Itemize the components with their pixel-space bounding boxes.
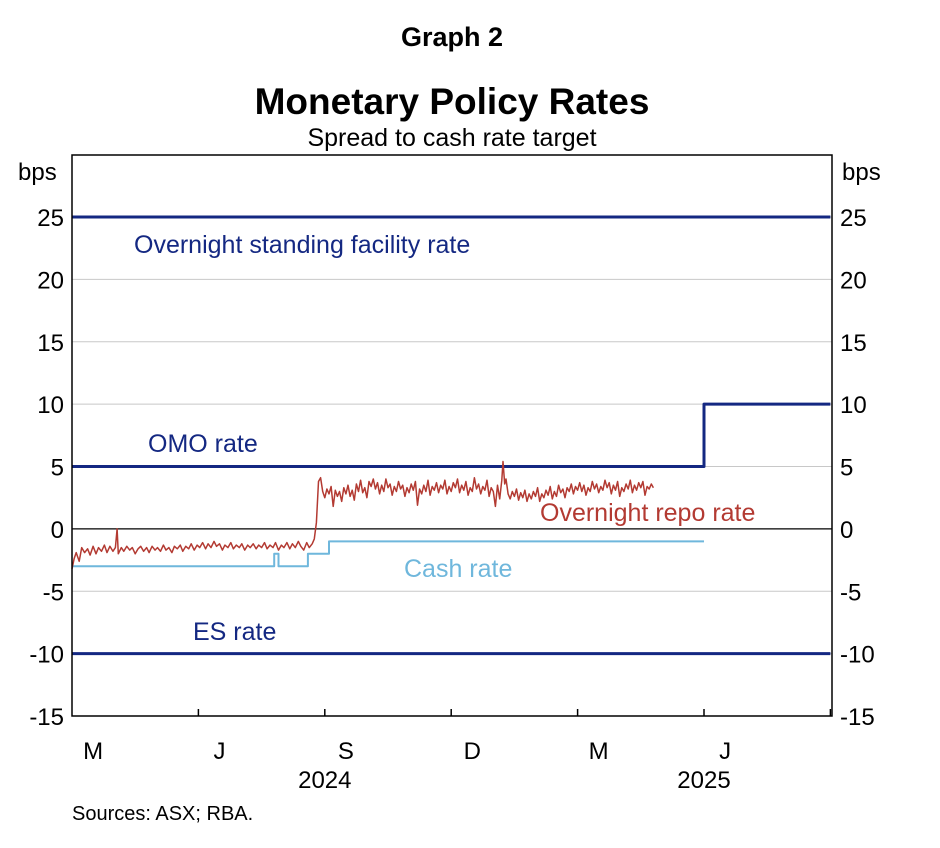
y-tick-label-right: -10 [840,642,875,669]
axis-ticks [197,709,832,716]
y-tick-label-right: 25 [840,205,867,232]
series-line-omo-rate [72,402,831,468]
x-month-label: S [338,738,354,765]
sources-note: Sources: ASX; RBA. [72,803,253,825]
label-overnight-standing-facility-rate: Overnight standing facility rate [134,231,470,259]
plot-frame [71,154,833,717]
chart-title: Monetary Policy Rates [255,81,650,122]
label-omo-rate: OMO rate [148,430,258,458]
y-tick-label-left: -5 [43,579,64,606]
x-month-label: M [589,738,609,765]
graph-number: Graph 2 [401,22,503,52]
x-year-label: 2025 [677,767,730,794]
y-tick-label-left: 10 [37,392,64,419]
y-tick-label-right: 15 [840,330,867,357]
y-axis-label-right: bps [842,159,881,186]
y-tick-label-left: 25 [37,205,64,232]
y-tick-label-right: 5 [840,455,853,482]
y-tick-label-left: -10 [29,642,64,669]
y-axis-label-left: bps [18,159,57,186]
series-layer [71,215,831,656]
y-tick-label-left: 20 [37,267,64,294]
y-tick-label-right: 10 [840,392,867,419]
label-overnight-repo-rate: Overnight repo rate [540,499,755,527]
series-line-cash-rate [72,540,704,568]
y-tick-label-left: 5 [51,455,64,482]
y-tick-label-left: 0 [51,517,64,544]
x-tick-labels: M J S D M J 2024 2025 [83,738,731,794]
x-month-label: J [213,738,225,765]
y-tick-label-right: -5 [840,579,861,606]
y-tick-label-right: -15 [840,704,875,731]
x-month-label: J [719,738,731,765]
y-tick-label-right: 0 [840,517,853,544]
chart-subtitle: Spread to cash rate target [307,124,596,152]
y-tick-label-left: 15 [37,330,64,357]
x-month-label: M [83,738,103,765]
series-line-overnight-repo-rate [71,460,655,569]
y-tick-label-right: 20 [840,267,867,294]
x-year-label: 2024 [298,767,351,794]
y-tick-labels: 25 25 20 20 15 15 10 10 5 5 0 0 -5 -5 -10 -10 -15 -15 [29,205,874,731]
label-es-rate: ES rate [193,618,276,646]
label-cash-rate: Cash rate [404,555,512,583]
x-month-label: D [464,738,481,765]
y-tick-label-left: -15 [29,704,64,731]
